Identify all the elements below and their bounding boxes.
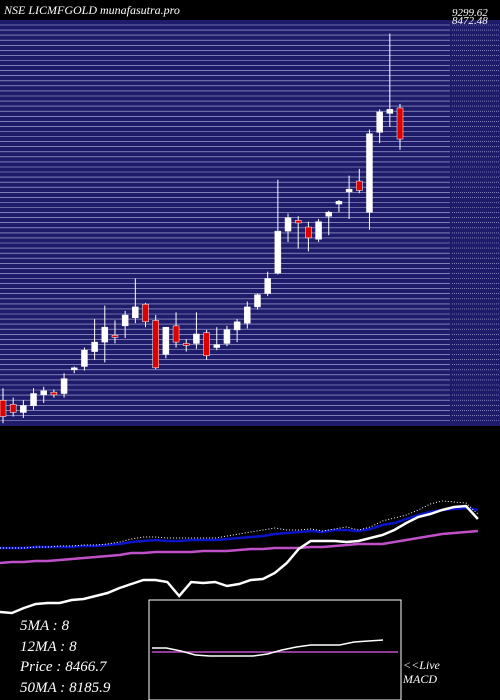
candle-up <box>91 341 98 352</box>
candle-down <box>396 107 404 140</box>
indicator-lines <box>0 500 479 615</box>
candle-down <box>50 391 58 396</box>
ma50-value: 8185.9 <box>69 679 111 696</box>
ma-blue-line <box>0 506 479 550</box>
candle-down <box>9 404 17 413</box>
candle-up <box>254 294 261 308</box>
price-row: Price :8466.7 <box>20 657 110 678</box>
macd-label: <<Live MACD <box>403 658 440 686</box>
candle-up <box>132 306 139 318</box>
candle-up <box>284 217 292 232</box>
ma5-row: 5MA :8 <box>20 616 110 637</box>
candle-up <box>366 133 373 213</box>
candle-down <box>152 320 159 369</box>
macd-panel <box>152 639 398 657</box>
candle-up <box>325 211 332 217</box>
candle-up <box>193 333 200 344</box>
candle-down <box>172 325 180 343</box>
candle-down <box>305 226 312 239</box>
ma50-label: 50MA : <box>20 679 66 696</box>
ma50-row: 50MA :8185.9 <box>20 678 110 699</box>
macd-label-live: <<Live <box>403 658 440 672</box>
macd-label-macd: MACD <box>403 672 437 686</box>
price-label: Price : <box>20 659 62 675</box>
candle-up <box>345 188 353 193</box>
candle-up <box>315 221 322 240</box>
candle-down <box>356 180 363 191</box>
momentum-line <box>0 504 479 615</box>
candle-up <box>376 111 383 133</box>
chart-title: NSE LICMFGOLD munafasutra.pro <box>4 3 180 17</box>
candle-up <box>264 278 271 294</box>
ma-pink-line <box>0 529 479 565</box>
candle-up <box>40 390 47 396</box>
candle-up <box>223 329 231 344</box>
candle-down <box>182 343 190 346</box>
candle-up <box>71 367 78 371</box>
ma12-label: 12MA : <box>20 638 66 655</box>
candle-down <box>111 335 119 338</box>
candle-up <box>162 326 170 355</box>
candle-up <box>335 201 343 205</box>
candle-up <box>386 109 394 114</box>
ma-dotted-line <box>0 500 479 549</box>
candle-up <box>20 405 27 413</box>
macd-box <box>148 599 402 700</box>
candle-up <box>121 314 129 327</box>
candle-up <box>30 393 37 406</box>
ma5-label: 5MA : <box>20 618 58 634</box>
ma12-value: 8 <box>69 638 77 655</box>
ma12-row: 12MA :8 <box>20 637 110 658</box>
price-value: 8466.7 <box>65 659 107 675</box>
candle-up <box>244 306 251 324</box>
top-price-label-2: 8472.48 <box>452 15 488 27</box>
candle-up <box>213 344 221 348</box>
candle-down <box>203 332 210 356</box>
candle-up <box>60 378 68 394</box>
candle-down <box>294 220 302 224</box>
candles <box>0 33 404 424</box>
candle-down <box>0 400 7 417</box>
candle-up <box>233 321 241 331</box>
candle-down <box>142 303 149 323</box>
candle-up <box>101 326 109 343</box>
candle-up <box>274 230 282 274</box>
candle-up <box>81 349 88 367</box>
ma5-value: 8 <box>61 618 70 634</box>
macd-line <box>152 639 384 657</box>
indicator-readout: 5MA :8 12MA :8 Price :8466.7 50MA :8185.… <box>20 616 110 698</box>
top-price-label: 9299.62 <box>452 7 488 19</box>
